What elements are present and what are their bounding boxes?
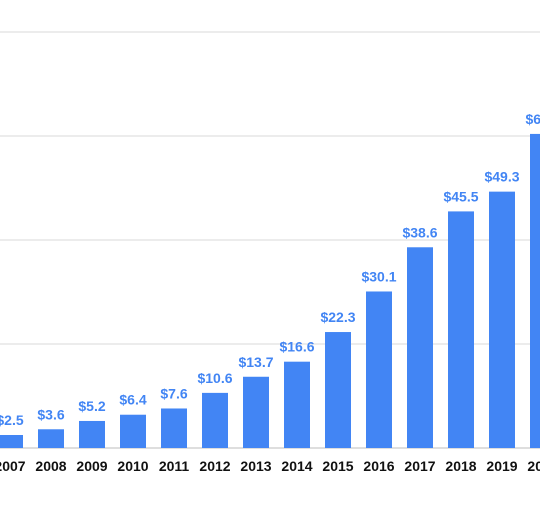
bar-2020 xyxy=(530,133,540,449)
x-tick-label-2008: 2008 xyxy=(35,458,66,474)
x-axis-tick-layer: 2007 2008 2009 2010 2011 2012 2013 2014 2015 2016… xyxy=(0,458,540,474)
bar-2014 xyxy=(284,361,310,448)
bar-2010 xyxy=(120,414,146,448)
x-tick-label-2011: 2011 xyxy=(159,458,190,474)
x-tick-label-2019: 2019 xyxy=(486,458,517,474)
x-tick-label-2007: 2007 xyxy=(0,458,26,474)
value-label-2017: $38.6 xyxy=(402,224,437,240)
bar-2015 xyxy=(325,332,351,448)
x-tick-label-2016: 2016 xyxy=(363,458,394,474)
x-tick-label-2017: 2017 xyxy=(404,458,435,474)
bar-layer xyxy=(0,133,540,449)
bar-2011 xyxy=(161,408,187,448)
value-label-2012: $10.6 xyxy=(197,370,232,386)
x-tick-label-2018: 2018 xyxy=(445,458,476,474)
bar-2008 xyxy=(38,429,64,448)
value-label-2008: $3.6 xyxy=(37,406,64,422)
value-label-2020: $60.4 xyxy=(525,111,540,127)
bar-2009 xyxy=(79,420,105,448)
value-label-2011: $7.6 xyxy=(160,385,187,401)
x-tick-label-2012: 2012 xyxy=(199,458,230,474)
value-label-2019: $49.3 xyxy=(484,169,519,185)
value-label-2014: $16.6 xyxy=(279,339,314,355)
x-tick-label-2013: 2013 xyxy=(240,458,271,474)
bar-2017 xyxy=(407,247,433,448)
x-tick-label-2014: 2014 xyxy=(281,458,312,474)
bar-2012 xyxy=(202,392,228,448)
value-label-2007: $2.5 xyxy=(0,412,24,428)
x-tick-label-2015: 2015 xyxy=(322,458,353,474)
x-tick-label-2009: 2009 xyxy=(76,458,107,474)
value-label-layer: $2.5 $3.6 $5.2 $6.4 $7.6 $10.6 $13.7 $16.6 $22.3… xyxy=(0,111,540,428)
bar-2007 xyxy=(0,435,23,448)
bar-2018 xyxy=(448,211,474,448)
bar-2019 xyxy=(489,191,515,448)
value-label-2010: $6.4 xyxy=(119,392,146,408)
value-label-2009: $5.2 xyxy=(78,398,105,414)
x-tick-label-2020: 2020 xyxy=(527,458,540,474)
value-label-2015: $22.3 xyxy=(320,309,355,325)
x-tick-label-2010: 2010 xyxy=(117,458,148,474)
value-label-2018: $45.5 xyxy=(443,188,478,204)
value-label-2016: $30.1 xyxy=(361,268,396,284)
value-label-2013: $13.7 xyxy=(238,354,273,370)
bar-2016 xyxy=(366,291,392,448)
bar-2013 xyxy=(243,376,269,448)
